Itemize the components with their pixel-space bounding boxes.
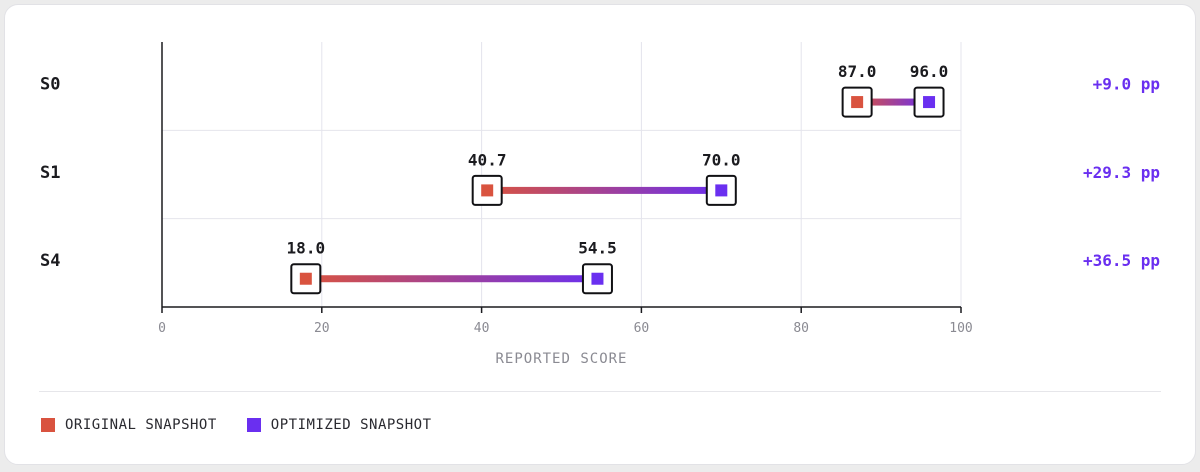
- legend: ORIGINAL SNAPSHOT OPTIMIZED SNAPSHOT: [41, 417, 432, 433]
- marker-original-s1: [481, 184, 494, 197]
- marker-optimized-s0: [923, 96, 936, 109]
- marker-optimized-s1: [715, 184, 728, 197]
- x-tick-label-3: 60: [634, 321, 650, 336]
- marker-optimized-s4: [591, 272, 604, 285]
- chart-card: 0 20 40 60 80 100 REPORTED SCORE S0 87.0 96.0 +9.0…: [4, 4, 1196, 465]
- delta-label-s4: +36.5 pp: [1083, 251, 1160, 270]
- marker-original-s0: [851, 96, 864, 109]
- value-label-optimized-s4: 54.5: [578, 239, 617, 258]
- legend-item-original: ORIGINAL SNAPSHOT: [41, 417, 217, 433]
- legend-item-optimized: OPTIMIZED SNAPSHOT: [246, 417, 432, 433]
- value-label-original-s4: 18.0: [287, 239, 326, 258]
- legend-swatch-optimized: [246, 418, 261, 432]
- legend-swatch-original: [41, 418, 55, 432]
- value-label-optimized-s0: 96.0: [910, 62, 949, 81]
- value-label-original-s0: 87.0: [838, 62, 877, 81]
- x-tick-label-5: 100: [949, 321, 972, 336]
- marker-original-s4: [299, 272, 312, 285]
- x-axis-title: REPORTED SCORE: [495, 351, 627, 367]
- connector-s4: [305, 275, 598, 283]
- legend-separator: [39, 391, 1161, 392]
- connector-s0: [857, 98, 930, 106]
- value-label-original-s1: 40.7: [468, 150, 507, 169]
- row-label-s1: S1: [40, 163, 60, 183]
- delta-label-s0: +9.0 pp: [1093, 75, 1160, 94]
- row-label-s0: S0: [40, 75, 60, 95]
- value-label-optimized-s1: 70.0: [702, 150, 741, 169]
- legend-label-original: ORIGINAL SNAPSHOT: [65, 417, 217, 433]
- dumbbell-chart: 0 20 40 60 80 100 REPORTED SCORE S0 87.0 96.0 +9.0…: [40, 42, 1160, 367]
- legend-label-optimized: OPTIMIZED SNAPSHOT: [270, 417, 432, 433]
- x-tick-label-1: 20: [314, 321, 330, 336]
- x-tick-label-4: 80: [793, 321, 809, 336]
- connector-s1: [487, 186, 722, 194]
- delta-label-s1: +29.3 pp: [1083, 163, 1160, 182]
- row-label-s4: S4: [40, 251, 60, 271]
- x-tick-label-2: 40: [474, 321, 490, 336]
- x-tick-label-0: 0: [158, 321, 166, 336]
